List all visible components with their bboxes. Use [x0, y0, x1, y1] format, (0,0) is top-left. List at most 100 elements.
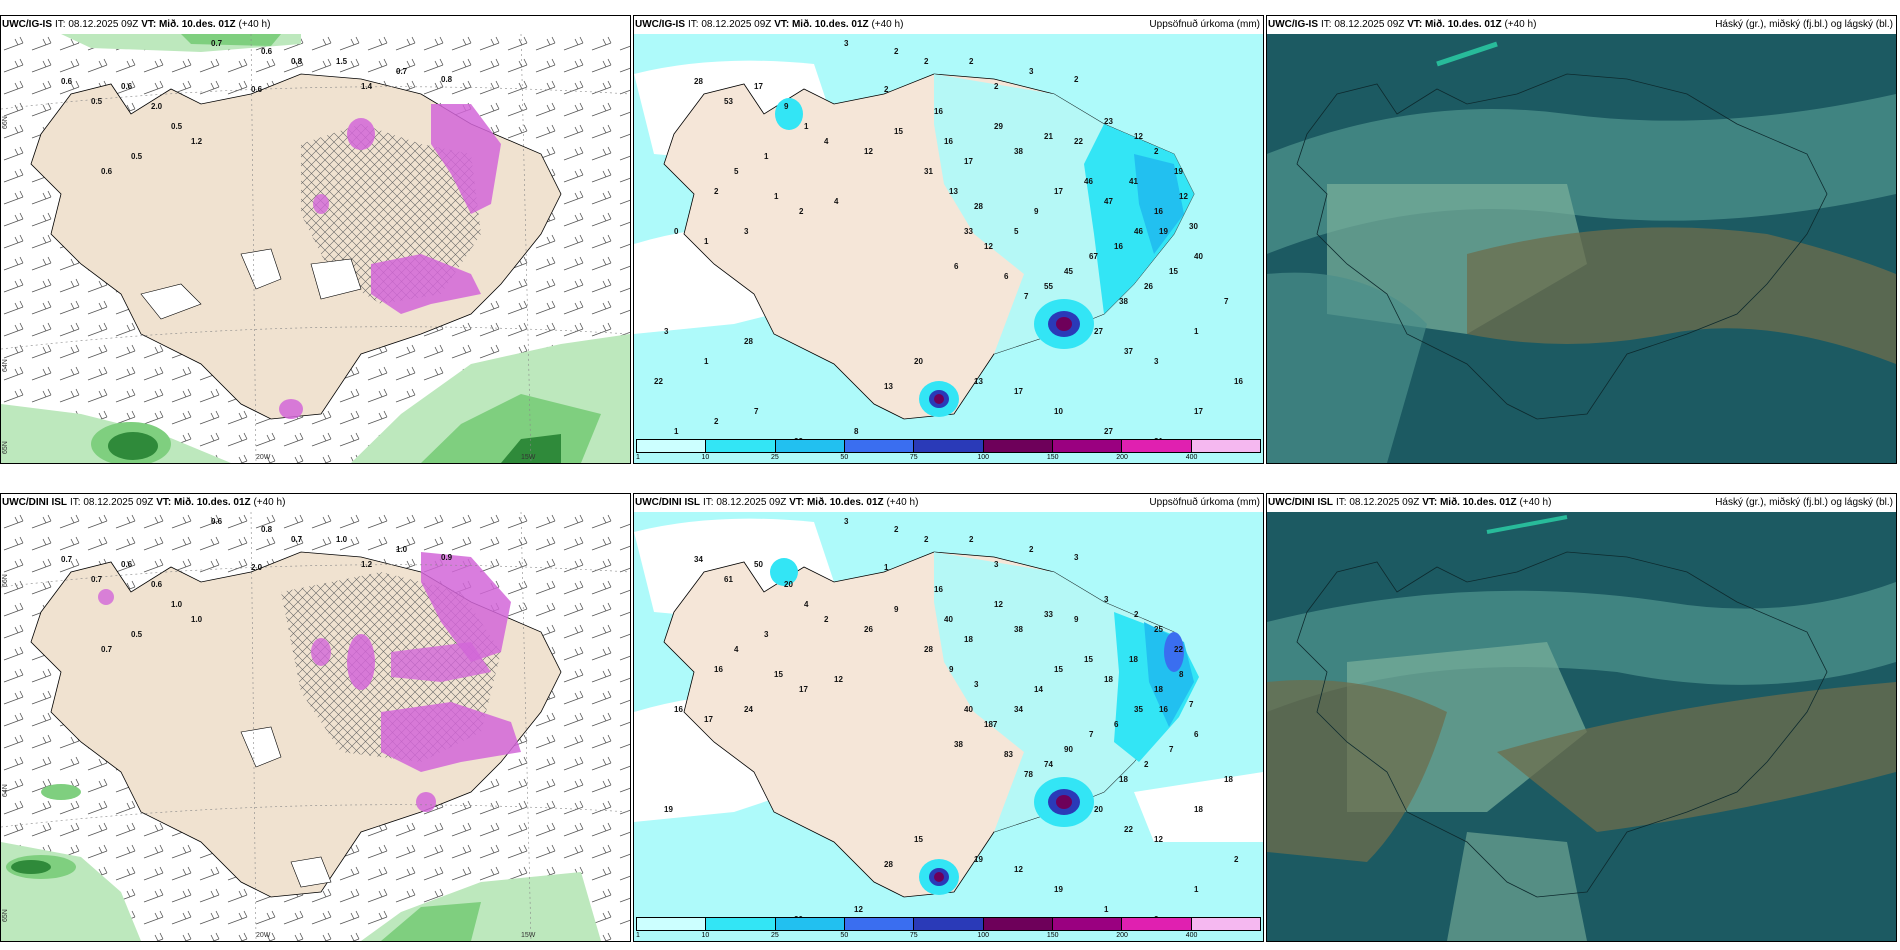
value-label: 1.4 [361, 82, 373, 91]
value-label: 2 [924, 535, 929, 544]
panel-right-title: Háský (gr.), miðský (fj.bl.) og lágský (… [1715, 497, 1893, 508]
model-name: UWC/IG-IS [2, 19, 52, 30]
value-label: 3 [974, 680, 979, 689]
value-label: 3 [1154, 357, 1159, 366]
value-label: 90 [1064, 745, 1073, 754]
colorbar-swatch [983, 440, 1053, 452]
value-label: 30 [1189, 222, 1198, 231]
value-label: 0.6 [101, 167, 113, 176]
value-label: 6 [1114, 720, 1119, 729]
colorbar-swatch [1052, 918, 1123, 930]
value-label: 2 [1074, 75, 1079, 84]
precip-colorbar: 1 10 25 50 75 100 150 200 400 [634, 915, 1263, 941]
value-label: 17 [964, 157, 973, 166]
it-label: IT: [1321, 19, 1332, 30]
lead-time: (+40 h) [1504, 19, 1537, 30]
lat-label: 66N [2, 574, 9, 587]
lead-time: (+40 h) [1519, 497, 1552, 508]
value-label: 7 [754, 407, 759, 416]
value-label: 2 [969, 57, 974, 66]
value-label: 28 [744, 337, 753, 346]
value-label: 2 [1144, 760, 1149, 769]
value-label: 12 [1179, 192, 1188, 201]
value-label: 41 [1129, 177, 1138, 186]
valid-time: Mið. 10.des. 01Z [1424, 19, 1502, 30]
value-label: 27 [1104, 427, 1113, 436]
value-label: 0.5 [91, 97, 103, 106]
value-label: 19 [664, 805, 673, 814]
value-label: 17 [754, 82, 763, 91]
value-label: 14 [1034, 685, 1043, 694]
lat-label: 65N [2, 441, 9, 454]
value-label: 17 [1194, 407, 1203, 416]
value-label: 9 [1074, 615, 1079, 624]
init-time: 08.12.2025 09Z [1334, 19, 1405, 30]
value-label: 0.7 [61, 555, 73, 564]
lat-label: 66N [2, 116, 9, 129]
value-label: 6 [954, 262, 959, 271]
high-cloud-band [1467, 227, 1896, 364]
value-label: 16 [714, 665, 723, 674]
value-label: 16 [944, 137, 953, 146]
it-label: IT: [688, 19, 699, 30]
precip-map-svg: 322 2321334615020423416151712161724192691… [634, 512, 1263, 941]
map-area: 0.7 0.6 0.8 1.5 1.4 0.7 0.6 0.8 0.6 0.5 0.6 2.0 0.5 1… [1, 34, 630, 463]
value-label: 1.0 [171, 600, 183, 609]
value-label: 25 [1154, 625, 1163, 634]
value-label: 1 [1104, 905, 1109, 914]
valid-time: Mið. 10.des. 01Z [791, 19, 869, 30]
colorbar-label: 1 [636, 932, 640, 939]
value-label: 0.8 [261, 525, 273, 534]
value-label: 1 [774, 192, 779, 201]
value-label: 3 [744, 227, 749, 236]
value-label: 7 [1169, 745, 1174, 754]
value-label: 46 [1084, 177, 1093, 186]
value-label: 9 [894, 605, 899, 614]
value-label: 18 [1154, 685, 1163, 694]
value-label: 22 [1124, 825, 1133, 834]
map-area [1267, 34, 1896, 463]
value-label: 1.2 [361, 560, 373, 569]
panel-right-title: Uppsöfnuð úrkoma (mm) [1149, 497, 1260, 508]
value-label: 31 [924, 167, 933, 176]
value-label: 0.7 [101, 645, 113, 654]
value-label: 29 [994, 122, 1003, 131]
value-label: 9 [1034, 207, 1039, 216]
value-label: 17 [1014, 387, 1023, 396]
value-label: 16 [1154, 207, 1163, 216]
value-label: 0 [674, 227, 679, 236]
colorbar-label: 75 [909, 454, 918, 461]
lat-label: 64N [2, 359, 9, 372]
lead-time: (+40 h) [253, 497, 286, 508]
value-label: 1 [764, 152, 769, 161]
value-label: 28 [924, 645, 933, 654]
value-label: 1 [1194, 885, 1199, 894]
value-label: 0.6 [251, 85, 263, 94]
value-label: 18 [1119, 775, 1128, 784]
value-label: 47 [1104, 197, 1113, 206]
value-label: 15 [1084, 655, 1093, 664]
value-label: 2 [714, 187, 719, 196]
model-name: UWC/DINI ISL [1268, 497, 1333, 508]
value-label: 4 [734, 645, 739, 654]
snow-values: 0.7 0.6 0.8 1.5 1.4 0.7 0.6 0.8 0.6 0.5 0.6 2.0 0.5 1… [61, 39, 453, 176]
value-label: 2 [799, 207, 804, 216]
lon-label: 20W [256, 454, 271, 461]
value-label: 0.7 [291, 535, 303, 544]
value-label: 12 [1014, 865, 1023, 874]
value-label: 1 [1194, 327, 1199, 336]
value-label: 18 [1129, 655, 1138, 664]
model-name: UWC/IG-IS [1268, 19, 1318, 30]
value-label: 2 [969, 535, 974, 544]
value-label: 2.0 [151, 102, 163, 111]
value-label: 18 [1104, 675, 1113, 684]
value-label: 2 [824, 615, 829, 624]
colorbar-swatch [1191, 440, 1260, 452]
value-label: 12 [854, 905, 863, 914]
init-time: 08.12.2025 09Z [83, 497, 154, 508]
value-label: 38 [1014, 625, 1023, 634]
map-area: 0.6 0.8 0.7 1.0 1.2 1.0 2.0 0.9 0.7 0.7 0.6 0.6 1.0 1… [1, 512, 630, 941]
value-label: 15 [1169, 267, 1178, 276]
value-label: 7 [1089, 730, 1094, 739]
value-label: 0.6 [121, 560, 133, 569]
